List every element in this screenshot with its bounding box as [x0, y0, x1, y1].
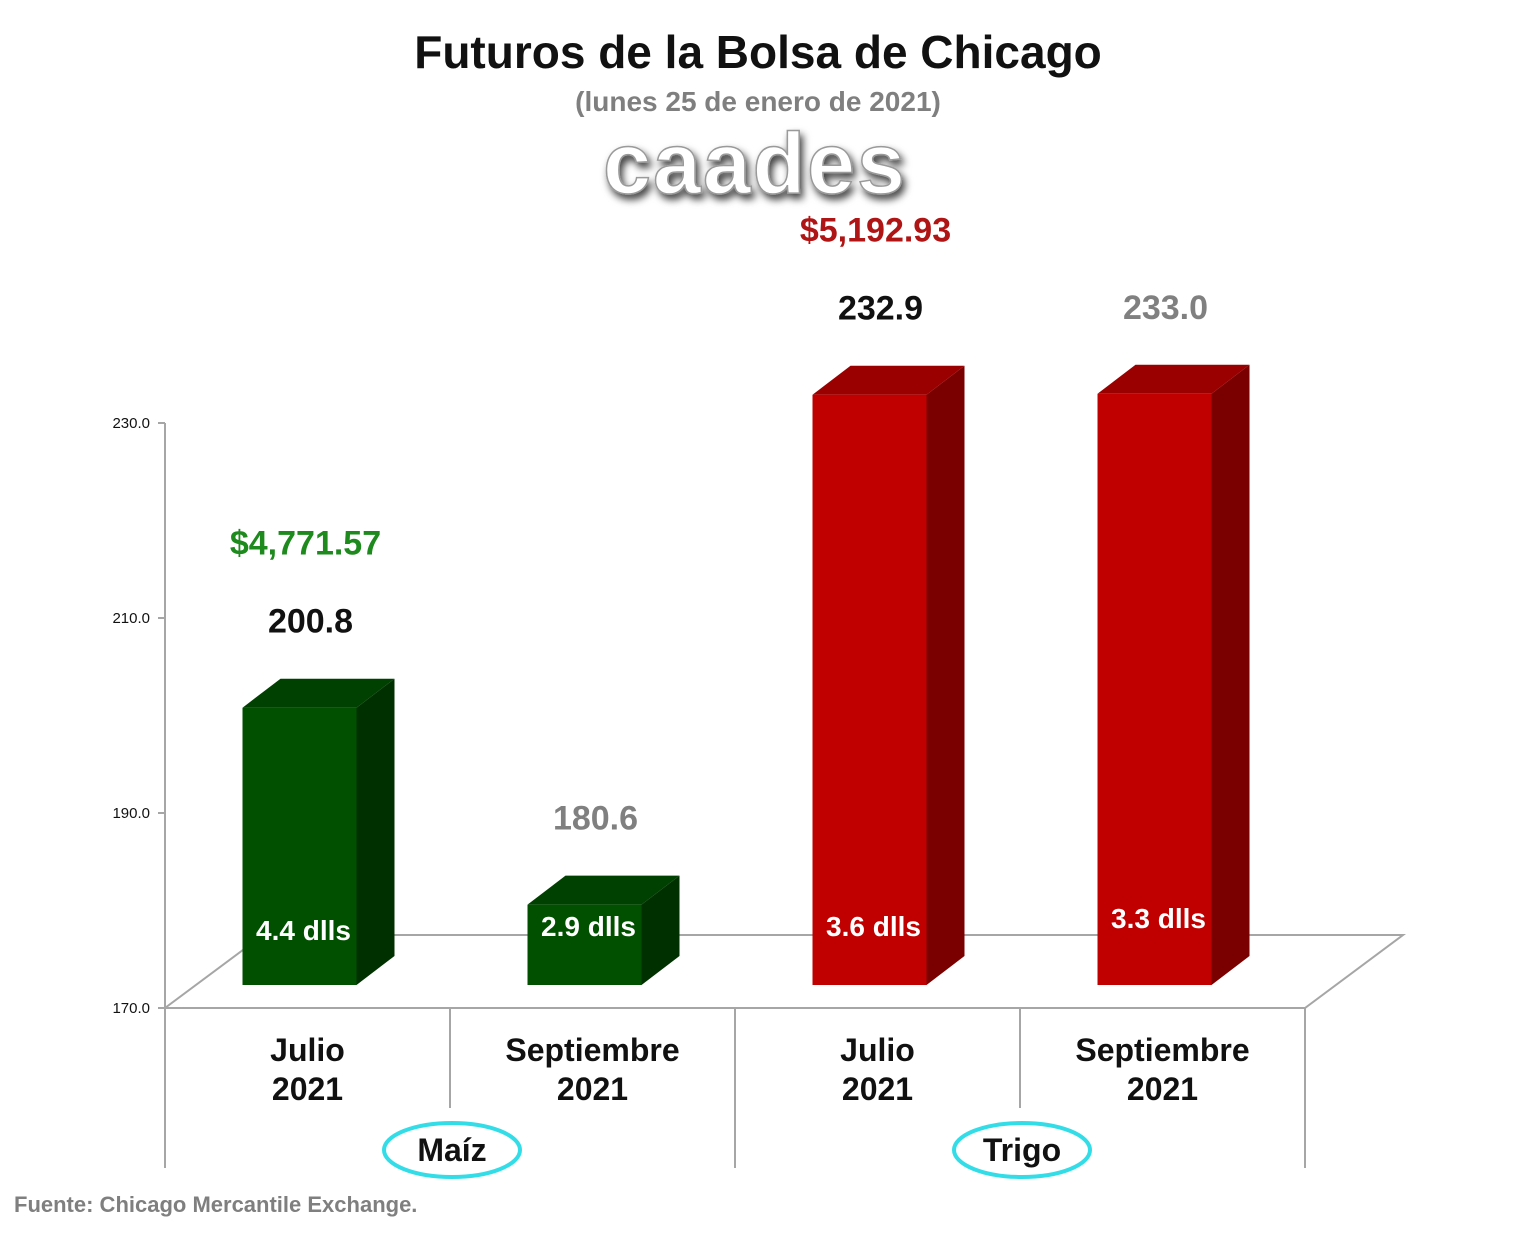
category-label-line1: Julio — [840, 1032, 915, 1068]
bar-top — [1097, 364, 1250, 394]
bar-front — [527, 904, 642, 985]
bar-4 — [1097, 364, 1250, 985]
y-tick-label: 190.0 — [112, 805, 150, 822]
category-labels-layer: Julio2021Septiembre2021Julio2021Septiemb… — [270, 1032, 1249, 1107]
group-name: Trigo — [983, 1132, 1061, 1168]
category-separators — [449, 1008, 1306, 1168]
bar-side — [641, 875, 680, 985]
bar-front — [1097, 393, 1212, 985]
bars-layer — [242, 364, 1250, 986]
bar-2 — [527, 875, 680, 985]
bar-change-label: 3.3 dlls — [1111, 903, 1206, 934]
group-ring — [382, 1121, 522, 1179]
category-label-line1: Septiembre — [505, 1032, 679, 1068]
category-label-line2: 2021 — [842, 1071, 913, 1107]
bar-side — [356, 678, 395, 985]
group-ring — [952, 1121, 1092, 1179]
chart-title: Futuros de la Bolsa de Chicago — [414, 26, 1102, 78]
caades-logo: caades — [603, 116, 907, 212]
bar-front — [812, 394, 927, 986]
bar-value-label: 180.6 — [553, 800, 638, 838]
group-label-2: Trigo — [952, 1121, 1092, 1179]
bar-top — [527, 875, 680, 905]
chart-floor — [161, 934, 1407, 1009]
y-tick-label: 230.0 — [112, 415, 150, 432]
bar-labels-layer: 4.4 dlls 200.8 $4,771.57 2.9 dlls 180.6 3.6 d… — [230, 212, 1208, 946]
y-tick-label: 170.0 — [112, 1000, 150, 1017]
bar-side — [926, 365, 965, 986]
group-label-1: Maíz — [382, 1121, 522, 1179]
bar-price-label: $5,192.93 — [800, 212, 951, 250]
category-label-line1: Septiembre — [1075, 1032, 1249, 1068]
group-labels-layer: Maíz Trigo — [382, 1121, 1092, 1179]
y-axis-ticks: 170.0 190.0 210.0 230.0 — [112, 415, 165, 1017]
bar-top — [242, 678, 395, 708]
bar-1 — [242, 678, 395, 985]
bar-change-label: 2.9 dlls — [541, 911, 636, 942]
group-name: Maíz — [417, 1132, 486, 1168]
category-label-line2: 2021 — [557, 1071, 628, 1107]
category-label-line1: Julio — [270, 1032, 345, 1068]
bar-top — [812, 365, 965, 395]
bar-change-label: 4.4 dlls — [256, 915, 351, 946]
category-label-line2: 2021 — [272, 1071, 343, 1107]
bar-value-label: 200.8 — [268, 603, 353, 641]
source-note: Fuente: Chicago Mercantile Exchange. — [14, 1192, 417, 1217]
category-label-line2: 2021 — [1127, 1071, 1198, 1107]
bar-value-label: 232.9 — [838, 290, 923, 328]
bar-side — [1211, 364, 1250, 985]
bar-front — [242, 707, 357, 985]
bar-price-label: $4,771.57 — [230, 525, 381, 563]
bar-change-label: 3.6 dlls — [826, 911, 921, 942]
y-tick-label: 210.0 — [112, 610, 150, 627]
chart-subtitle: (lunes 25 de enero de 2021) — [575, 86, 941, 117]
bar-value-label: 233.0 — [1123, 289, 1208, 327]
bar-3 — [812, 365, 965, 986]
